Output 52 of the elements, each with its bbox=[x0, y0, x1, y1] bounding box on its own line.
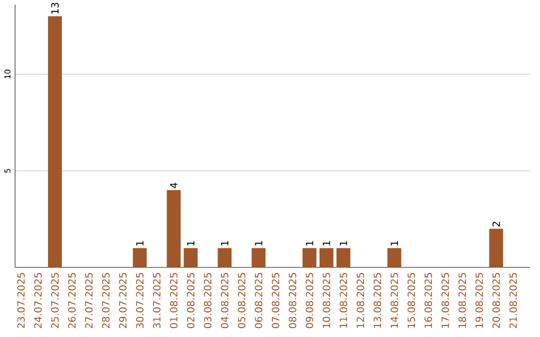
x-tick-label: 04.08.2025 bbox=[220, 273, 228, 328]
x-tick-label: 03.08.2025 bbox=[204, 273, 212, 328]
data-label: 4 bbox=[170, 182, 178, 188]
data-label: 2 bbox=[492, 222, 500, 227]
bar bbox=[320, 248, 334, 268]
x-tick-label: 19.08.2025 bbox=[475, 273, 483, 328]
x-tick-label: 09.08.2025 bbox=[306, 273, 314, 328]
x-tick-label: 05.08.2025 bbox=[238, 273, 246, 328]
data-label: 1 bbox=[390, 241, 398, 246]
data-label: 1 bbox=[340, 241, 348, 246]
bar bbox=[387, 248, 402, 268]
x-tick-label: 26.07.2025 bbox=[68, 273, 76, 328]
data-label: 13 bbox=[51, 2, 59, 14]
data-label: 1 bbox=[254, 241, 262, 246]
bar bbox=[489, 228, 504, 268]
x-tick-label: 08.08.2025 bbox=[288, 273, 296, 328]
x-tick-label: 23.07.2025 bbox=[17, 273, 25, 328]
x-tick-label: 29.07.2025 bbox=[119, 273, 127, 328]
x-tick-label: 31.07.2025 bbox=[153, 273, 161, 328]
x-tick-label: 11.08.2025 bbox=[340, 273, 348, 328]
x-tick-label: 20.08.2025 bbox=[492, 273, 500, 328]
x-tick-label: 17.08.2025 bbox=[442, 273, 449, 328]
x-tick-label: 27.07.2025 bbox=[85, 273, 93, 328]
x-tick-label: 25.07.2025 bbox=[51, 273, 59, 328]
x-tick-label: 01.08.2025 bbox=[170, 273, 178, 328]
x-tick-label: 21.08.2025 bbox=[509, 273, 517, 328]
bar bbox=[48, 16, 62, 268]
x-tick-label: 28.07.2025 bbox=[102, 273, 110, 328]
x-tick-label: 07.08.2025 bbox=[272, 273, 280, 328]
data-label: 1 bbox=[187, 241, 194, 246]
bar bbox=[252, 248, 266, 268]
bar bbox=[302, 248, 316, 268]
x-tick-label: 18.08.2025 bbox=[458, 273, 466, 328]
data-label: 1 bbox=[136, 241, 144, 246]
x-tick-label: 16.08.2025 bbox=[424, 273, 432, 328]
x-tick-label: 06.08.2025 bbox=[254, 273, 262, 328]
bar bbox=[336, 248, 350, 268]
x-tick-label: 13.08.2025 bbox=[374, 273, 382, 328]
x-tick-label: 24.07.2025 bbox=[34, 273, 42, 328]
data-label: 1 bbox=[322, 241, 330, 246]
bar bbox=[166, 190, 181, 268]
bar bbox=[218, 248, 232, 268]
x-tick-label: 12.08.2025 bbox=[356, 273, 364, 328]
x-tick-label: 02.08.2025 bbox=[186, 273, 194, 328]
bar bbox=[184, 248, 198, 268]
x-tick-label: 30.07.2025 bbox=[136, 273, 144, 328]
x-tick-label: 14.08.2025 bbox=[390, 273, 398, 328]
data-label: 1 bbox=[306, 241, 314, 246]
x-tick-label: 15.08.2025 bbox=[408, 273, 416, 328]
x-tick-label: 10.08.2025 bbox=[322, 273, 330, 328]
data-label: 1 bbox=[221, 241, 228, 246]
bar bbox=[132, 248, 147, 268]
